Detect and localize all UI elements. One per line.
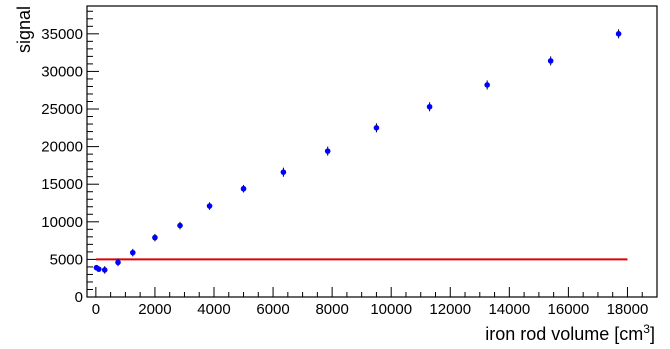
data-point	[206, 202, 213, 210]
y-tick-label: 5000	[50, 251, 83, 268]
y-tick-label: 0	[75, 289, 83, 306]
x-tick-label: 18000	[607, 301, 649, 318]
plot-frame	[86, 5, 658, 298]
data-point	[373, 123, 380, 133]
data-point	[615, 29, 622, 39]
x-tick-labels: 0 2000 4000 6000 8000 10000 12000 14000 16000 180…	[92, 301, 649, 318]
y-tick-labels: 0 5000 10000 15000 20000 25000 30000 35000	[41, 26, 83, 306]
data-point	[177, 221, 183, 230]
x-tick-label: 12000	[429, 301, 471, 318]
point-marker	[115, 259, 121, 266]
point-marker	[96, 266, 102, 272]
x-tick-label: 0	[92, 301, 100, 318]
y-tick-label: 15000	[41, 176, 83, 193]
x-axis-title-superscript: 3	[643, 322, 650, 336]
y-axis-title: signal	[14, 6, 34, 53]
y-tick-label: 20000	[41, 139, 83, 156]
point-marker	[101, 267, 108, 273]
x-tick-label: 10000	[370, 301, 412, 318]
point-marker	[547, 58, 554, 64]
data-point	[96, 266, 102, 272]
point-marker	[484, 82, 490, 88]
axis-ticks	[87, 10, 658, 298]
data-point	[324, 146, 331, 156]
data-point	[547, 56, 554, 66]
x-tick-label: 2000	[138, 301, 171, 318]
point-marker	[615, 31, 622, 37]
y-tick-label: 10000	[41, 214, 83, 231]
point-marker	[280, 169, 287, 175]
x-tick-label: 16000	[548, 301, 590, 318]
point-marker	[206, 203, 213, 209]
data-points	[93, 29, 622, 274]
data-point	[115, 258, 121, 267]
x-axis-title: iron rod volume [cm3]	[485, 322, 655, 344]
data-point	[280, 167, 287, 177]
data-point	[426, 102, 433, 112]
x-axis-title-text: iron rod volume [cm	[485, 324, 643, 344]
data-point	[152, 233, 158, 242]
x-tick-label: 4000	[197, 301, 230, 318]
x-tick-label: 6000	[256, 301, 289, 318]
point-marker	[426, 103, 433, 110]
x-tick-label: 8000	[315, 301, 348, 318]
y-tick-label: 30000	[41, 63, 83, 80]
data-point	[129, 248, 136, 257]
data-point	[240, 184, 247, 193]
data-point	[484, 80, 490, 90]
point-marker	[152, 234, 158, 241]
point-marker	[177, 222, 183, 229]
x-axis-title-suffix: ]	[650, 324, 655, 344]
data-point	[101, 266, 108, 274]
x-tick-label: 14000	[488, 301, 530, 318]
point-marker	[129, 249, 136, 256]
point-marker	[373, 125, 380, 131]
point-marker	[240, 185, 247, 192]
y-tick-label: 25000	[41, 101, 83, 118]
y-tick-label: 35000	[41, 26, 83, 43]
point-marker	[324, 148, 331, 154]
